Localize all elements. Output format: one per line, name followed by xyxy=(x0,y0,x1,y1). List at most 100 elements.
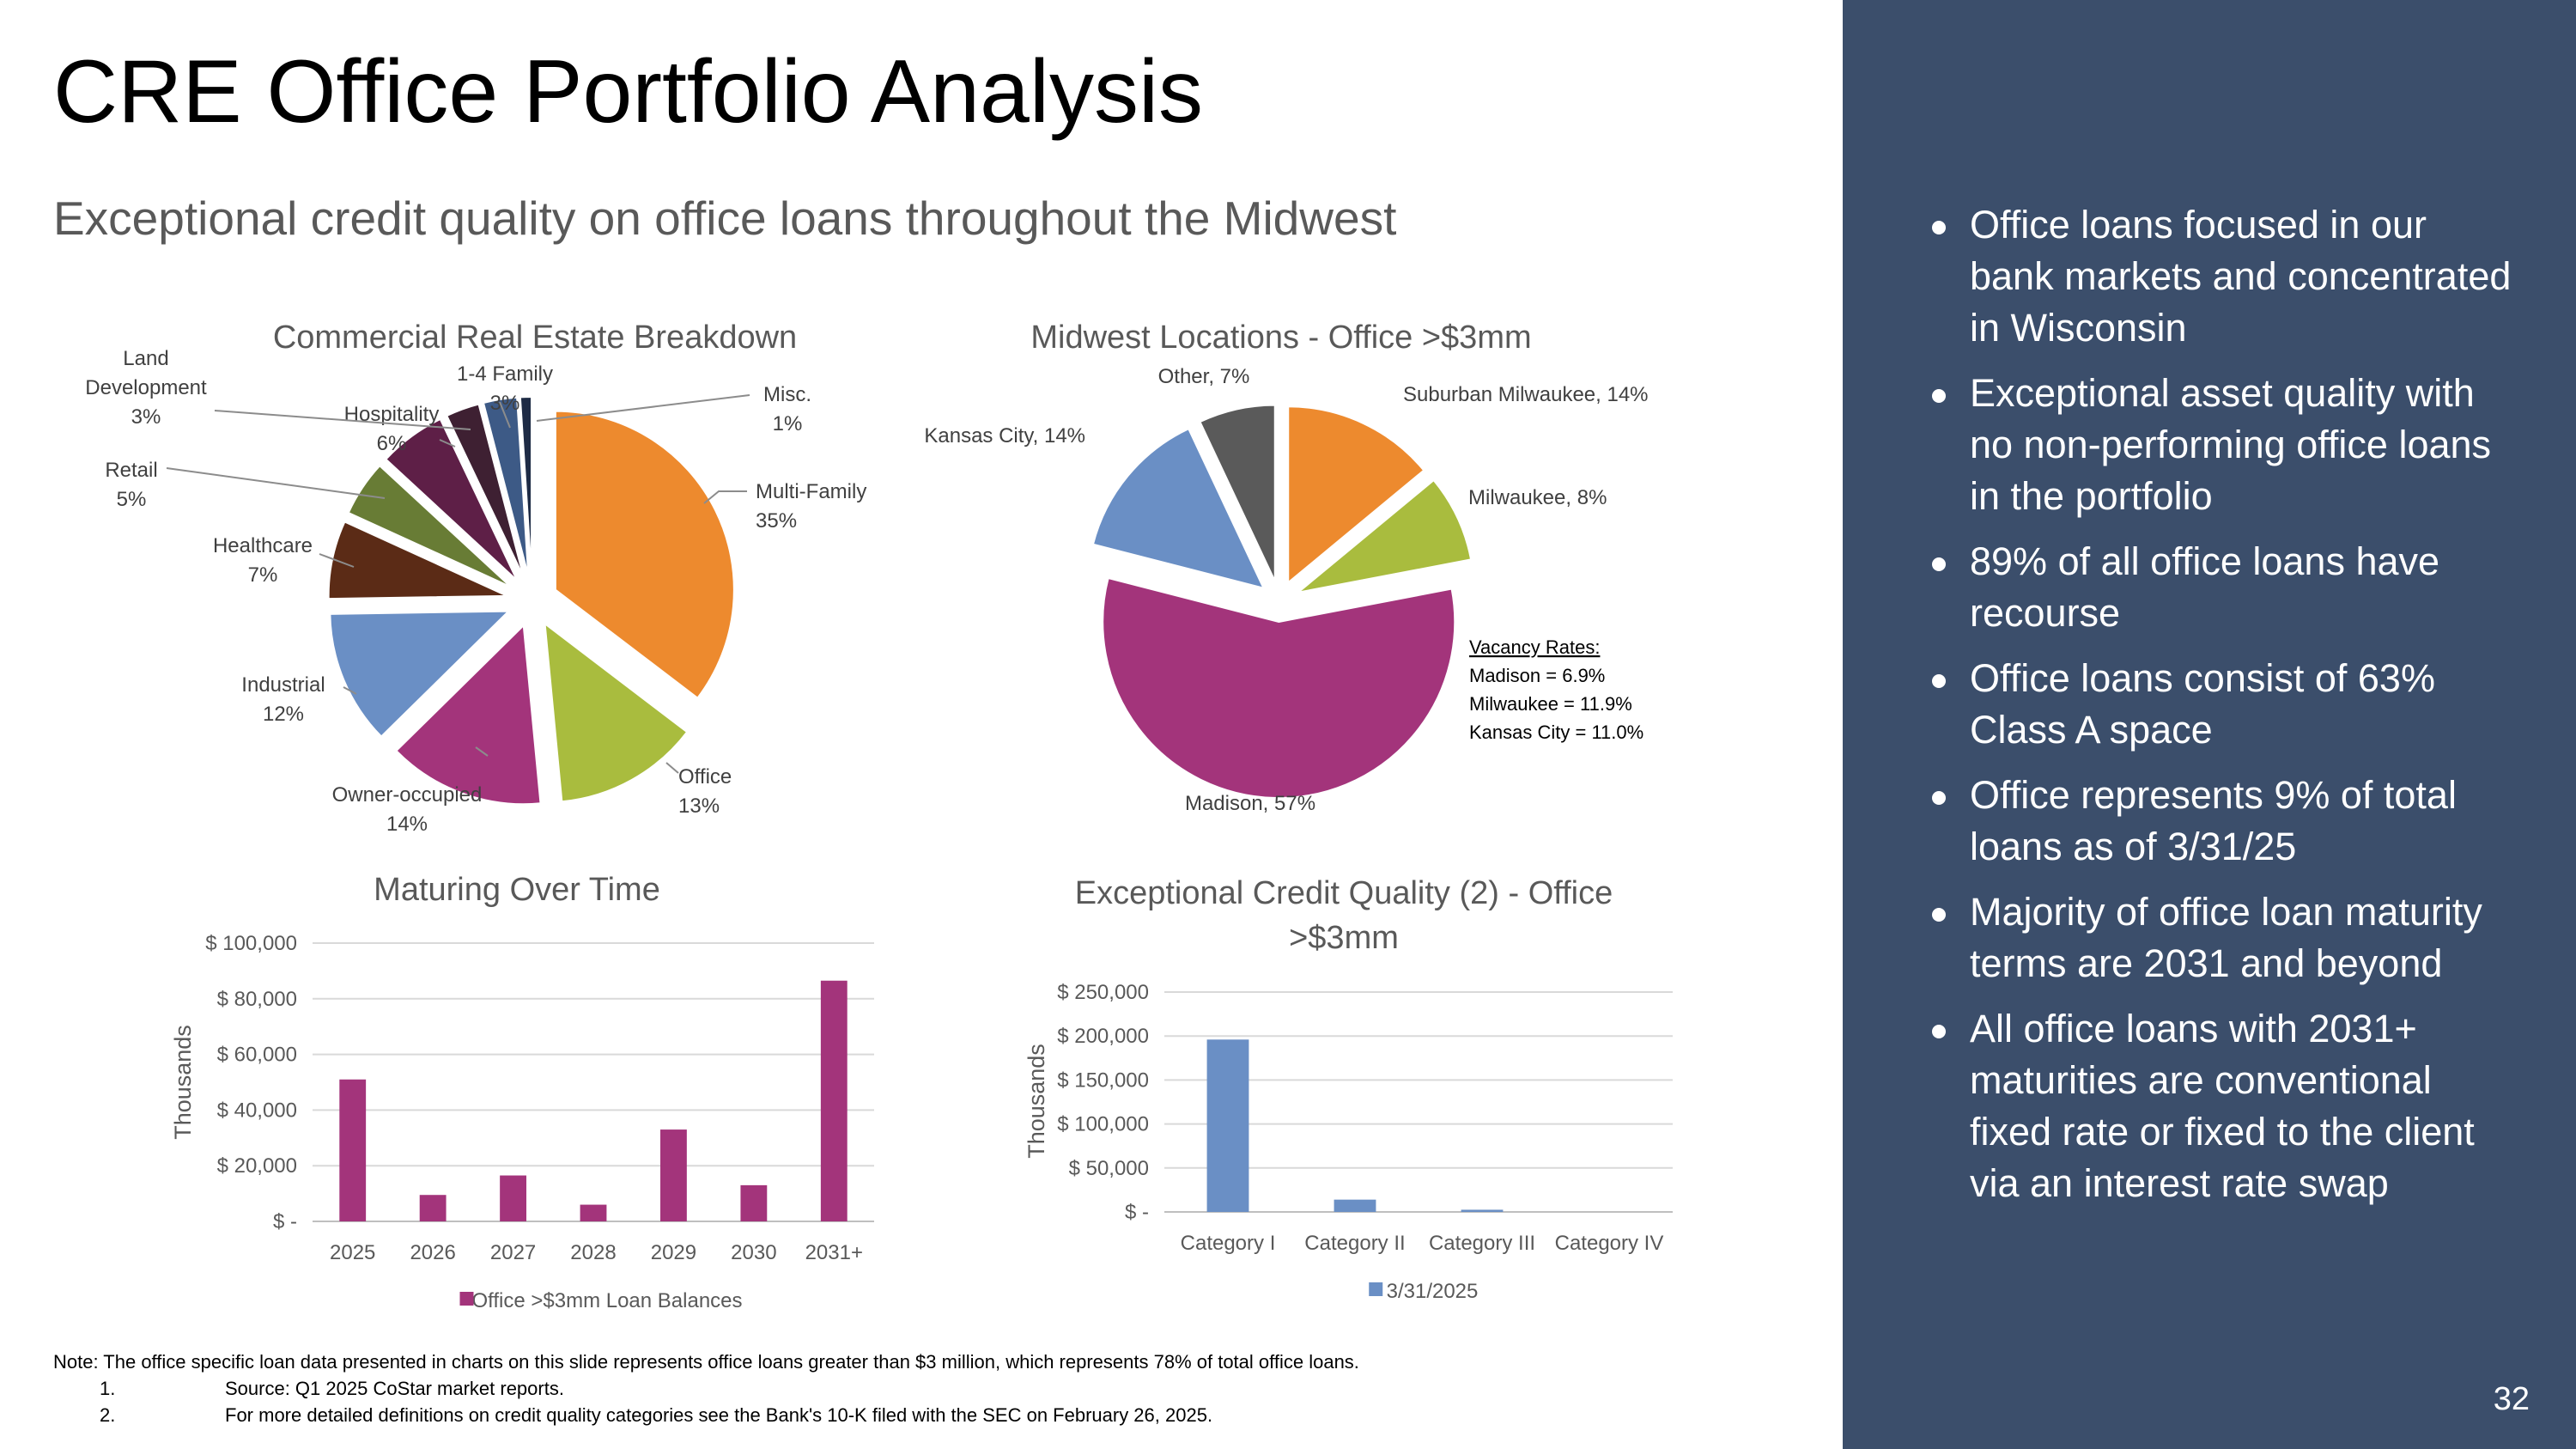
pie-slice xyxy=(1199,404,1276,582)
x-tick-label: 2028 xyxy=(570,1241,616,1264)
pie-slice xyxy=(385,417,519,581)
key-point: Majority of office loan maturity terms a… xyxy=(1929,886,2512,989)
vacancy-rates-box: Vacancy Rates: Madison = 6.9% Milwaukee … xyxy=(1469,636,1643,743)
pie-slice-label: 1% xyxy=(773,412,803,435)
bar xyxy=(419,1195,447,1221)
key-point-text: Office loans consist of 63% Class A spac… xyxy=(1970,656,2435,752)
pie-slice xyxy=(347,464,512,588)
footnote: 1. Source: Q1 2025 CoStar market reports. xyxy=(53,1375,1359,1402)
key-point-text: All office loans with 2031+ maturities a… xyxy=(1970,1007,2475,1205)
credit-quality-y-axis-label: Thousands xyxy=(1024,1044,1049,1159)
pie-slice-label: Milwaukee, 8% xyxy=(1468,486,1607,509)
pie-slice-label: 1-4 Family xyxy=(457,362,553,386)
key-point-text: Office loans focused in our bank markets… xyxy=(1970,203,2512,350)
credit-quality-title-line: Exceptional Credit Quality (2) - Office xyxy=(1075,875,1613,911)
pie-slice-label: 5% xyxy=(117,488,147,511)
credit-quality-bar-chart: Exceptional Credit Quality (2) - Office … xyxy=(1024,875,1673,1303)
key-point: Office represents 9% of total loans as o… xyxy=(1929,770,2512,873)
vacancy-rate-line: Milwaukee = 11.9% xyxy=(1469,693,1632,715)
pie-slice-label: Office xyxy=(678,765,732,788)
y-tick-label: $ 60,000 xyxy=(217,1044,297,1067)
cre-breakdown-title: Commercial Real Estate Breakdown xyxy=(273,320,797,356)
leader-line xyxy=(665,762,679,774)
pie-slice-label: Misc. xyxy=(763,383,811,406)
pie-slice-label: Healthcare xyxy=(213,534,313,557)
leader-line xyxy=(536,394,750,422)
bar xyxy=(339,1079,367,1221)
bar xyxy=(740,1184,768,1221)
pie-slice xyxy=(554,410,735,700)
bullet-icon xyxy=(1932,791,1946,805)
pie-slice-label: Industrial xyxy=(241,673,325,697)
pie-slice xyxy=(446,403,525,578)
pie-slice-label: 3% xyxy=(131,405,161,429)
y-tick-label: $ 100,000 xyxy=(205,932,297,955)
pie-slice xyxy=(544,622,689,803)
pie-slice-label: Madison, 57% xyxy=(1185,792,1315,815)
footnotes: Note: The office specific loan data pres… xyxy=(53,1349,1359,1428)
x-tick-label: Category III xyxy=(1429,1232,1535,1255)
pie-slice xyxy=(1287,405,1425,585)
page-title: CRE Office Portfolio Analysis xyxy=(53,42,1204,142)
pie-slice-label: Kansas City, 14% xyxy=(924,424,1085,447)
key-point: 89% of all office loans have recourse xyxy=(1929,536,2512,639)
x-tick-label: 2026 xyxy=(410,1241,455,1264)
x-tick-label: 2027 xyxy=(490,1241,536,1264)
key-point: All office loans with 2031+ maturities a… xyxy=(1929,1003,2512,1209)
x-tick-label: 2029 xyxy=(651,1241,696,1264)
footnote-number: 1. xyxy=(100,1378,116,1399)
key-point: Office loans consist of 63% Class A spac… xyxy=(1929,653,2512,756)
bullet-icon xyxy=(1932,674,1946,688)
key-point-text: Exceptional asset quality with no non-pe… xyxy=(1970,371,2492,518)
x-tick-label: 2031+ xyxy=(805,1241,863,1264)
pie-slice-label: 3% xyxy=(490,392,520,415)
page-number: 32 xyxy=(2493,1381,2530,1417)
midwest-locations-title: Midwest Locations - Office >$3mm xyxy=(1030,320,1531,356)
footnote-note: Note: The office specific loan data pres… xyxy=(53,1351,1359,1373)
pie-slice-label: Other, 7% xyxy=(1158,365,1250,388)
leader-line xyxy=(214,410,471,430)
bar xyxy=(1334,1199,1376,1212)
bullet-icon xyxy=(1932,557,1946,571)
vacancy-rates-title: Vacancy Rates: xyxy=(1469,636,1600,658)
bullet-icon xyxy=(1932,389,1946,403)
key-points-list: Office loans focused in our bank markets… xyxy=(1929,199,2512,1223)
bar xyxy=(660,1129,687,1221)
key-point: Exceptional asset quality with no non-pe… xyxy=(1929,368,2512,522)
key-point-text: Majority of office loan maturity terms a… xyxy=(1970,890,2482,985)
key-point-text: Office represents 9% of total loans as o… xyxy=(1970,773,2457,868)
leader-line xyxy=(319,553,355,568)
x-tick-label: Category IV xyxy=(1555,1232,1664,1255)
bullet-icon xyxy=(1932,1025,1946,1038)
pie-slice-label: 14% xyxy=(386,813,428,836)
legend-label: Office >$3mm Loan Balances xyxy=(471,1289,742,1312)
pie-slice-label: 13% xyxy=(678,795,720,818)
charts-canvas: Commercial Real Estate Breakdown Multi-F… xyxy=(85,320,1673,1312)
legend-swatch xyxy=(1369,1282,1383,1296)
pie-slice-label: Owner-occupied xyxy=(332,783,483,807)
pie-slice xyxy=(329,610,511,738)
pie-slice-label: Land xyxy=(123,347,168,370)
pie-slice xyxy=(1297,478,1473,594)
bar xyxy=(580,1204,607,1221)
leader-line xyxy=(703,490,747,504)
y-tick-label: $ 150,000 xyxy=(1057,1068,1149,1092)
leader-line xyxy=(343,686,357,695)
footnote-text: Source: Q1 2025 CoStar market reports. xyxy=(225,1378,564,1399)
pie-slice-label: Hospitality xyxy=(344,403,440,426)
x-tick-label: Category I xyxy=(1181,1232,1276,1255)
footnote-number: 2. xyxy=(100,1404,116,1426)
x-tick-label: Category II xyxy=(1304,1232,1405,1255)
y-tick-label: $ - xyxy=(273,1210,297,1233)
key-point: Office loans focused in our bank markets… xyxy=(1929,199,2512,354)
x-tick-label: 2030 xyxy=(731,1241,776,1264)
bar xyxy=(1461,1209,1504,1212)
bullet-icon xyxy=(1932,221,1946,234)
pie-slice-label: Development xyxy=(85,376,207,399)
footnote: 2. For more detailed definitions on credi… xyxy=(53,1402,1359,1428)
midwest-locations-pie-chart: Midwest Locations - Office >$3mm Suburba… xyxy=(924,320,1648,815)
y-tick-label: $ - xyxy=(1125,1201,1149,1224)
pie-slice-label: Retail xyxy=(105,459,157,482)
pie-slice-label: 7% xyxy=(248,563,278,587)
y-tick-label: $ 50,000 xyxy=(1069,1157,1149,1180)
